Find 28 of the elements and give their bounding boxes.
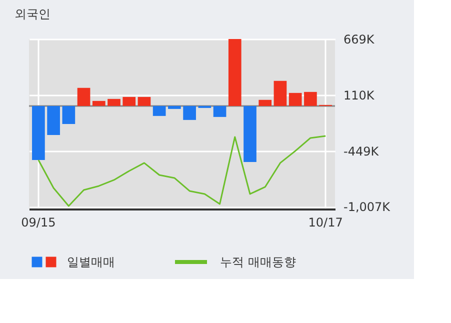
bar (32, 106, 45, 160)
bar (77, 88, 90, 106)
line-series (38, 135, 326, 207)
legend-label: 일별매매 (67, 255, 115, 269)
chart-title: 외국인 (14, 7, 51, 21)
bar (258, 100, 272, 106)
x-tick-label: 09/15 (21, 216, 56, 230)
bar (122, 96, 136, 106)
y-tick-label: 669K (344, 32, 376, 46)
y-tick-label: -1,007K (344, 200, 392, 214)
y-tick-label: -449K (344, 144, 380, 158)
bar (138, 96, 151, 106)
legend-label: 누적 매매동향 (220, 255, 296, 269)
bar (304, 92, 317, 106)
bar (244, 106, 256, 162)
bar (274, 80, 287, 106)
bar (92, 100, 106, 106)
x-tick-label: 10/17 (308, 216, 343, 230)
bar (108, 98, 120, 106)
bar (62, 106, 76, 124)
bar (228, 39, 242, 106)
y-tick-label: 110K (344, 88, 376, 102)
bar (47, 106, 60, 135)
bar (288, 92, 302, 106)
bar (213, 106, 226, 117)
bar (168, 106, 181, 109)
bar (183, 106, 196, 120)
bar (152, 106, 166, 116)
